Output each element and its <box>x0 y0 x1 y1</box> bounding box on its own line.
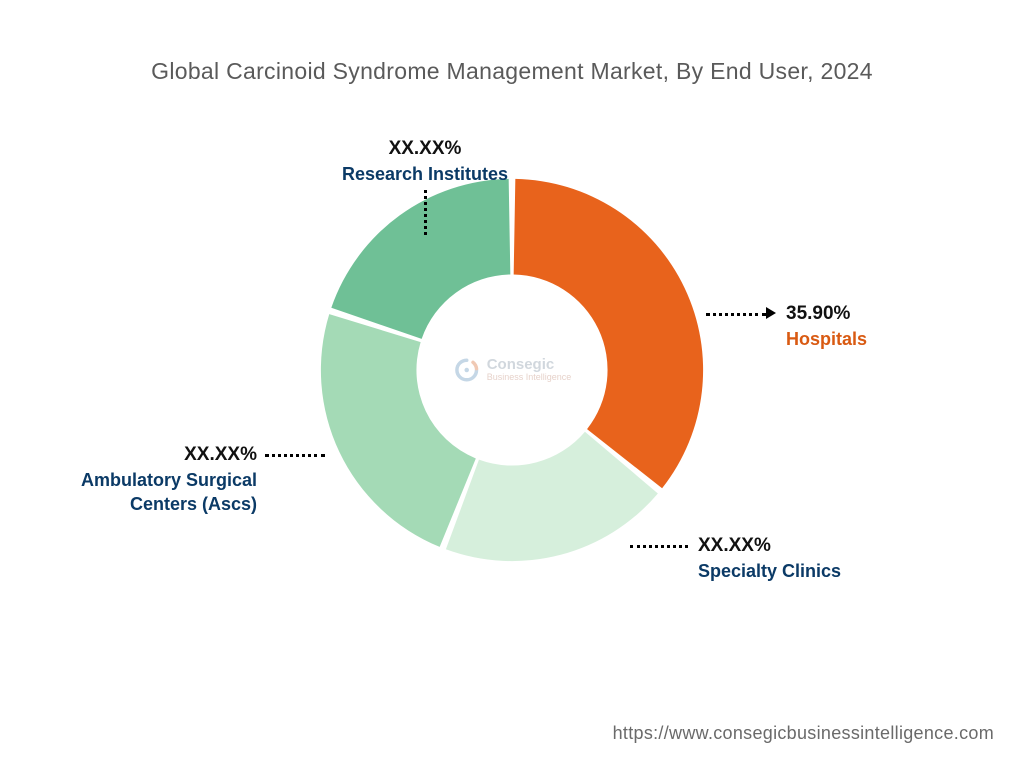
center-watermark: Consegic Business Intelligence <box>453 356 572 384</box>
pct-research: XX.XX% <box>320 136 530 162</box>
logo-text-line1: Consegic <box>487 357 572 372</box>
name-research: Research Institutes <box>320 162 530 186</box>
leader-hospitals <box>706 313 766 316</box>
label-specialty: XX.XX% Specialty Clinics <box>698 533 841 583</box>
pct-specialty: XX.XX% <box>698 533 841 559</box>
pct-ascs: XX.XX% <box>35 442 257 468</box>
name-hospitals: Hospitals <box>786 327 867 351</box>
logo-mark-icon <box>453 356 481 384</box>
label-ascs: XX.XX% Ambulatory Surgical Centers (Ascs… <box>35 442 257 516</box>
name-ascs-l1: Ambulatory Surgical <box>35 468 257 492</box>
leader-research <box>424 190 427 235</box>
slice-research <box>331 179 510 339</box>
label-research: XX.XX% Research Institutes <box>320 136 530 186</box>
name-specialty: Specialty Clinics <box>698 559 841 583</box>
footer-url: https://www.consegicbusinessintelligence… <box>613 723 994 744</box>
slice-hospitals <box>514 179 703 488</box>
logo-text-line2: Business Intelligence <box>487 372 572 383</box>
slice-ascs <box>321 314 476 547</box>
chart-title: Global Carcinoid Syndrome Management Mar… <box>0 58 1024 85</box>
pct-hospitals: 35.90% <box>786 301 867 327</box>
donut-chart: Consegic Business Intelligence <box>317 175 707 565</box>
leader-ascs <box>265 454 325 457</box>
name-ascs-l2: Centers (Ascs) <box>35 492 257 516</box>
leader-specialty <box>630 545 688 548</box>
label-hospitals: 35.90% Hospitals <box>786 301 867 351</box>
arrowhead-hospitals-icon <box>766 307 776 319</box>
